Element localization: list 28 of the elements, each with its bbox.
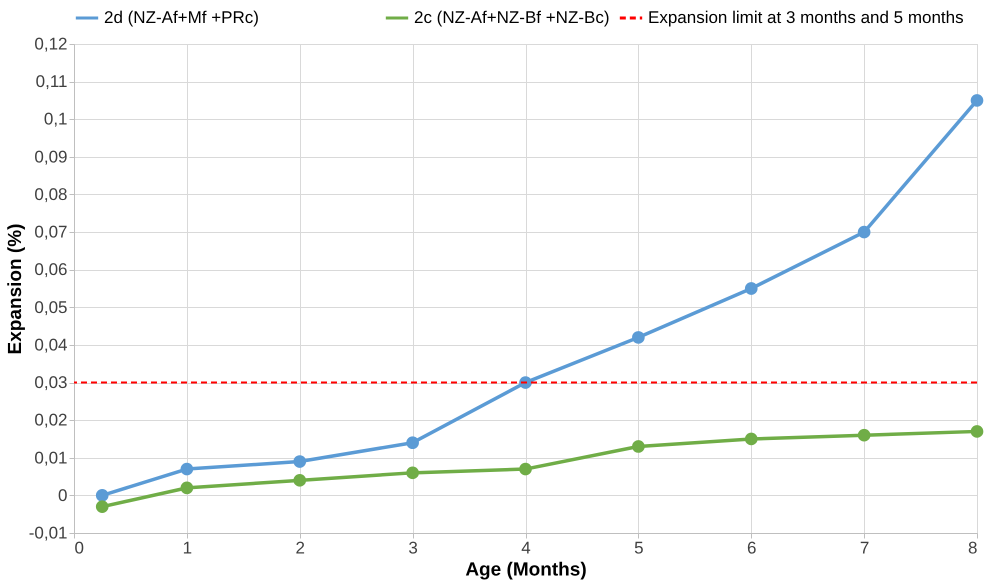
y-tick-label: 0,07	[34, 222, 68, 242]
y-tick-label: 0,01	[34, 448, 68, 468]
x-tick-label: 5	[634, 538, 644, 558]
y-tick-label: 0,02	[34, 410, 68, 430]
y-tick-label: -0,01	[28, 524, 68, 542]
x-tick-label: 7	[860, 538, 870, 558]
x-tick-label: 1	[182, 538, 192, 558]
x-tick-label: 3	[408, 538, 418, 558]
y-tick-label: 0,05	[34, 298, 68, 317]
legend-label: 2d (NZ-Af+Mf +PRc)	[104, 8, 259, 27]
y-axis-title: Expansion (%)	[4, 224, 26, 354]
y-tick-label: 0	[58, 486, 68, 505]
y-tick-label: 0,03	[34, 373, 68, 392]
y-tick-label: 0,08	[34, 184, 68, 204]
legend-label: Expansion limit at 3 months and 5 months	[648, 8, 964, 27]
x-axis-title: Age (Months)	[465, 560, 587, 580]
x-tick-label: 6	[747, 538, 756, 558]
x-tick-label: 8	[968, 538, 978, 558]
y-tick-label: 0,1	[44, 110, 68, 129]
x-tick-label: 2	[296, 538, 305, 558]
y-tick-label: 0,06	[34, 260, 68, 280]
y-tick-label: 0,04	[34, 335, 68, 354]
y-tick-label: 0,11	[36, 72, 68, 92]
x-tick-label: 4	[521, 538, 531, 558]
y-tick-label: 0,12	[34, 34, 68, 54]
x-tick-label: 0	[74, 538, 84, 558]
y-tick-label: 0,09	[34, 147, 68, 166]
legend-label: 2c (NZ-Af+NZ-Bf +NZ-Bc)	[414, 8, 610, 27]
